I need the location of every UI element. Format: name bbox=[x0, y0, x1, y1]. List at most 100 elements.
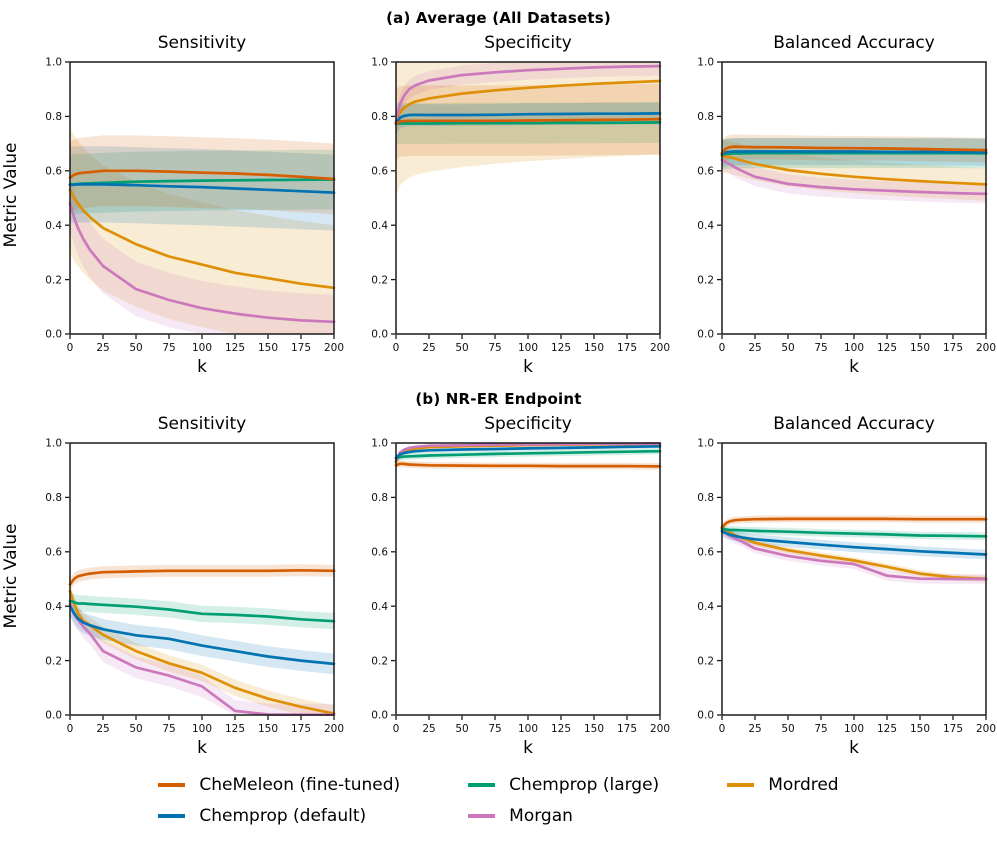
x-tick-label: 50 bbox=[455, 342, 468, 354]
band-chemprop-default bbox=[70, 595, 334, 675]
x-tick-label: 50 bbox=[129, 342, 142, 354]
line-chemprop-default bbox=[720, 150, 988, 156]
x-tick-label: 50 bbox=[455, 723, 468, 735]
section-a-title: (a) Average (All Datasets) bbox=[386, 9, 611, 27]
x-tick-label: 25 bbox=[422, 723, 435, 735]
x-tick-label: 25 bbox=[422, 342, 435, 354]
line-morgan bbox=[394, 442, 662, 463]
x-axis-label: k bbox=[523, 357, 533, 377]
band-chemprop-large bbox=[70, 592, 334, 630]
line-chemeleon-fine-tuned bbox=[68, 169, 336, 181]
x-tick-label: 25 bbox=[96, 723, 109, 735]
x-tick-label: 0 bbox=[393, 342, 400, 354]
y-tick-label: 0.4 bbox=[45, 220, 62, 232]
y-tick-label: 0.6 bbox=[697, 547, 714, 559]
y-axis-label-strip: Metric Value bbox=[0, 412, 22, 760]
x-tick-label: 125 bbox=[877, 723, 897, 735]
y-tick-label: 0.8 bbox=[697, 111, 714, 123]
y-axis-label: Metric Value bbox=[1, 142, 21, 248]
x-tick-label: 175 bbox=[291, 723, 311, 735]
x-tick-label: 125 bbox=[551, 342, 571, 354]
y-tick-label: 0.4 bbox=[371, 220, 388, 232]
x-tick-label: 0 bbox=[67, 342, 74, 354]
band-chemeleon-fine-tuned bbox=[70, 135, 334, 215]
band-mordred bbox=[722, 139, 986, 201]
y-tick-label: 0.6 bbox=[371, 547, 388, 559]
y-tick-label: 0.4 bbox=[371, 601, 388, 613]
y-tick-label: 1.0 bbox=[45, 438, 62, 450]
legend-swatch-chemprop-large-icon bbox=[468, 783, 496, 787]
line-chemprop-large bbox=[68, 599, 336, 623]
line-morgan bbox=[68, 202, 336, 324]
x-tick-label: 75 bbox=[814, 723, 827, 735]
y-tick-label: 0.0 bbox=[697, 710, 714, 722]
axes-spines bbox=[721, 442, 987, 716]
y-tick-label: 0.4 bbox=[697, 601, 714, 613]
chart-average-balanced-accuracy: 0 25 50 75 100 125 150 175 200 0.0 0.2 0.4 0.6 0.8 1.0… bbox=[697, 57, 996, 377]
chart-title-average-sensitivity: Sensitivity bbox=[157, 33, 247, 53]
line-morgan bbox=[720, 158, 988, 196]
x-tick-label: 150 bbox=[584, 723, 604, 735]
x-tick-label: 150 bbox=[910, 723, 930, 735]
x-tick-label: 175 bbox=[943, 723, 963, 735]
legend-column-2: Chemprop (large) Morgan bbox=[468, 774, 659, 827]
x-tick-label: 0 bbox=[719, 342, 726, 354]
x-axis-label: k bbox=[849, 357, 859, 377]
legend-label-chemeleon: CheMeleon (fine-tuned) bbox=[199, 775, 401, 795]
legend-item-mordred: Mordred bbox=[727, 774, 839, 796]
section-nr-er: (b) NR-ER Endpoint Metric Value Sensitiv… bbox=[0, 381, 997, 760]
band-morgan bbox=[396, 62, 660, 132]
legend-item-chemprop-default: Chemprop (default) bbox=[158, 805, 400, 827]
x-tick-label: 125 bbox=[551, 723, 571, 735]
x-tick-label: 100 bbox=[844, 342, 864, 354]
y-tick-label: 0.0 bbox=[45, 710, 62, 722]
x-tick-label: 75 bbox=[488, 342, 501, 354]
x-tick-label: 200 bbox=[650, 342, 670, 354]
line-mordred bbox=[394, 79, 662, 125]
legend-column-1: CheMeleon (fine-tuned) Chemprop (default… bbox=[158, 774, 400, 827]
y-tick-label: 0.4 bbox=[697, 220, 714, 232]
y-axis-label: Metric Value bbox=[1, 523, 21, 629]
band-mordred bbox=[70, 127, 334, 334]
x-tick-label: 175 bbox=[617, 723, 637, 735]
x-tick-label: 25 bbox=[748, 723, 761, 735]
line-chemprop-large bbox=[394, 121, 662, 126]
x-tick-label: 0 bbox=[393, 723, 400, 735]
x-tick-label: 50 bbox=[129, 723, 142, 735]
legend-swatch-chemeleon-icon bbox=[158, 783, 186, 787]
axes-spines bbox=[395, 442, 661, 716]
y-tick-label: 0.8 bbox=[45, 111, 62, 123]
legend-item-morgan: Morgan bbox=[468, 805, 659, 827]
legend-label-chemprop-large: Chemprop (large) bbox=[509, 775, 660, 795]
y-tick-label: 1.0 bbox=[697, 57, 714, 69]
y-tick-label: 0.2 bbox=[45, 655, 62, 667]
chart-row-nr-er: Metric Value Sensitivity 0 25 50 75 100 125 15… bbox=[0, 412, 997, 760]
x-tick-label: 100 bbox=[518, 342, 538, 354]
y-tick-label: 0.8 bbox=[697, 492, 714, 504]
band-morgan bbox=[70, 176, 334, 334]
chart-nr-er-sensitivity: 0 25 50 75 100 125 150 175 200 0.0 0.2 0.4 0.6 0.8 1.0… bbox=[45, 438, 344, 758]
subplot-nr-er-balanced-accuracy: Balanced Accuracy 0 25 50 75 100 125 150 175 200… bbox=[674, 412, 996, 760]
y-tick-label: 0.2 bbox=[697, 655, 714, 667]
band-morgan bbox=[722, 150, 986, 204]
band-chemprop-default bbox=[396, 102, 660, 135]
y-tick-label: 0.6 bbox=[697, 166, 714, 178]
x-tick-label: 150 bbox=[910, 342, 930, 354]
chart-average-sensitivity: 0 25 50 75 100 125 150 175 200 0.0 0.2 0.4 0.6 0.8 1.0… bbox=[45, 57, 344, 377]
line-chemeleon-fine-tuned bbox=[394, 117, 662, 126]
y-tick-label: 0.8 bbox=[371, 111, 388, 123]
y-tick-label: 0.2 bbox=[697, 274, 714, 286]
band-chemeleon-fine-tuned bbox=[70, 564, 334, 591]
line-mordred bbox=[720, 525, 988, 581]
legend-item-chemprop-large: Chemprop (large) bbox=[468, 774, 659, 796]
line-chemprop-default bbox=[68, 604, 336, 666]
legend-swatch-chemprop-default-icon bbox=[158, 814, 186, 818]
x-tick-label: 200 bbox=[976, 342, 996, 354]
legend: CheMeleon (fine-tuned) Chemprop (default… bbox=[0, 774, 997, 827]
band-mordred bbox=[70, 583, 334, 715]
x-tick-label: 150 bbox=[258, 342, 278, 354]
x-tick-label: 150 bbox=[584, 342, 604, 354]
section-average: (a) Average (All Datasets) Metric Value … bbox=[0, 0, 997, 379]
legend-label-mordred: Mordred bbox=[768, 775, 839, 795]
